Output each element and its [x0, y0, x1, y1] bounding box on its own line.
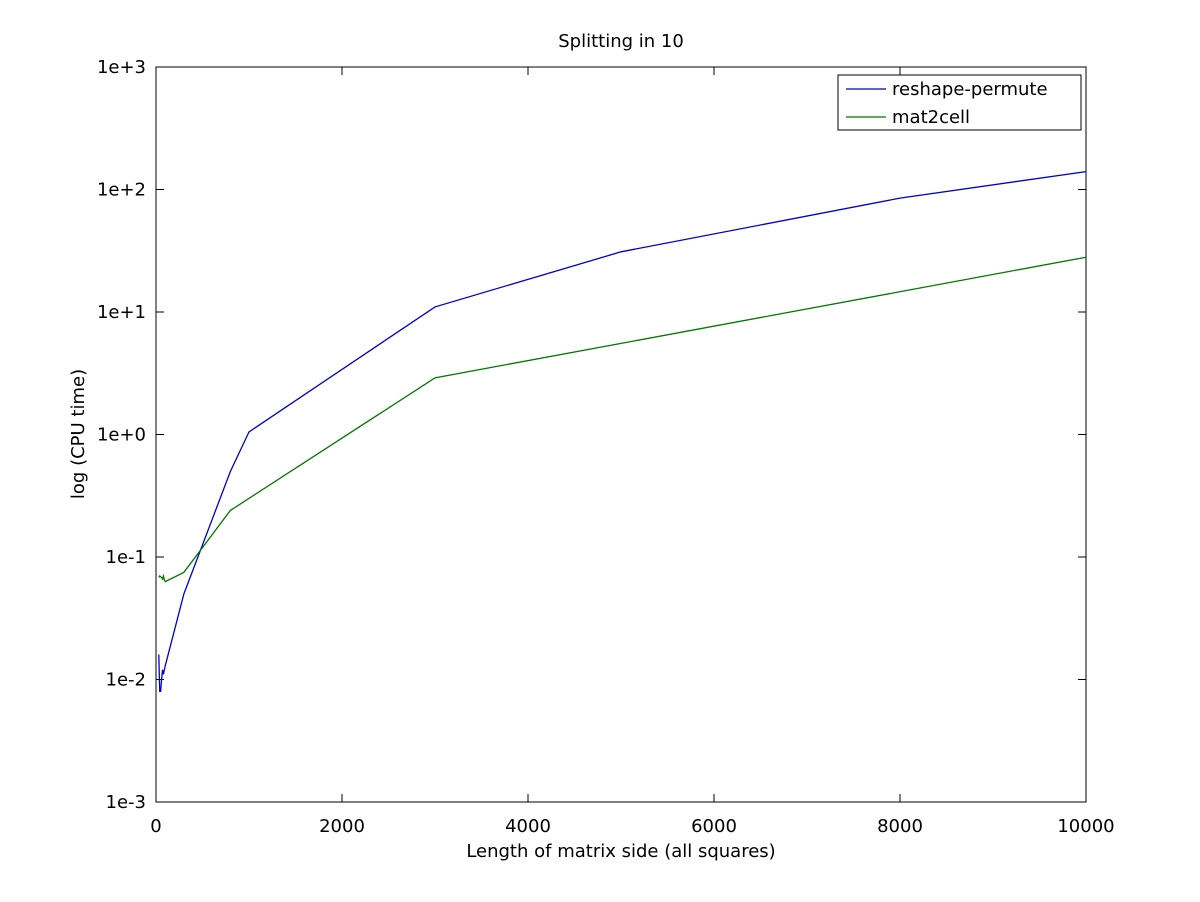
y-axis-label: log (CPU time)	[68, 369, 89, 499]
y-tick-label: 1e-2	[106, 670, 146, 691]
y-tick-label: 1e+2	[97, 180, 146, 201]
legend-label-reshape-permute: reshape-permute	[892, 79, 1048, 100]
y-tick-label: 1e+3	[97, 57, 146, 78]
y-tick-label: 1e-3	[106, 792, 146, 813]
y-tick-label: 1e+1	[97, 302, 146, 323]
x-tick-label: 0	[150, 816, 161, 837]
y-axis-ticks: 1e-3 1e-2 1e-1 1e+0 1e+1 1e+2 1e+3	[97, 57, 1086, 813]
x-tick-label: 8000	[877, 816, 923, 837]
y-tick-label: 1e-1	[106, 547, 146, 568]
legend-label-mat2cell: mat2cell	[892, 107, 970, 128]
chart-title: Splitting in 10	[558, 31, 684, 52]
legend-box	[837, 74, 1082, 131]
series-lines	[158, 170, 1087, 693]
x-axis-ticks: 0 2000 4000 6000 8000 10000	[150, 67, 1115, 837]
series-line-mat2cell	[158, 256, 1087, 583]
x-tick-label: 10000	[1057, 816, 1114, 837]
x-axis-label: Length of matrix side (all squares)	[466, 841, 775, 862]
plot-area	[155, 66, 1087, 803]
legend: reshape-permute mat2cell	[837, 74, 1082, 131]
y-tick-label: 1e+0	[97, 425, 146, 446]
x-tick-label: 4000	[505, 816, 551, 837]
x-tick-label: 2000	[319, 816, 365, 837]
series-line-reshape-permute	[158, 170, 1087, 693]
x-tick-label: 6000	[691, 816, 737, 837]
